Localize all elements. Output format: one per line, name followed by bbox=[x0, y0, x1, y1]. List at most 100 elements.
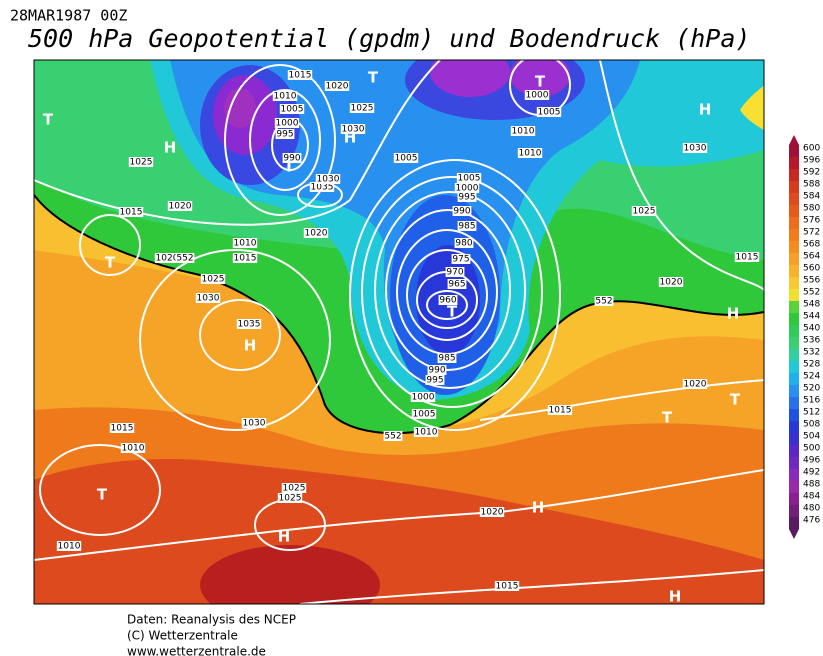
colorbar-label: 572 bbox=[803, 228, 820, 238]
label-background bbox=[236, 319, 262, 329]
isobar-label: 960 bbox=[439, 296, 456, 306]
label-background bbox=[594, 296, 614, 306]
colorbar-label: 504 bbox=[803, 432, 820, 442]
colorbar-label: 592 bbox=[803, 168, 820, 178]
isobar-label: 1005 bbox=[458, 174, 481, 184]
label-background bbox=[447, 279, 467, 289]
isobar-label: 1020 bbox=[326, 82, 349, 92]
isobar-label: 985 bbox=[438, 354, 455, 364]
colorbar-label: 512 bbox=[803, 408, 820, 418]
isobar-label: 1015 bbox=[736, 253, 759, 263]
colorbar-swatch bbox=[789, 493, 799, 505]
colorbar-label: 480 bbox=[803, 504, 820, 514]
colorbar-label: 532 bbox=[803, 348, 820, 358]
isobar-label: 975 bbox=[452, 255, 469, 265]
colorbar-swatch bbox=[789, 181, 799, 193]
label-background bbox=[277, 493, 303, 503]
isobar-label: 1030 bbox=[243, 419, 266, 429]
colorbar-label: 516 bbox=[803, 396, 820, 406]
label-background bbox=[536, 107, 562, 117]
isobar-label: 1020 bbox=[305, 229, 328, 239]
colorbar: 600 596 592 588 584 580 576 572 568 564 560 556 552 5… bbox=[789, 135, 820, 539]
label-background bbox=[517, 148, 543, 158]
label-background bbox=[454, 183, 480, 193]
pressure-center: H bbox=[699, 101, 712, 119]
colorbar-swatch bbox=[789, 481, 799, 493]
colorbar-label: 556 bbox=[803, 276, 820, 286]
colorbar-label: 580 bbox=[803, 204, 820, 214]
pressure-center: T bbox=[662, 409, 673, 427]
isobar-label: 1020 bbox=[169, 202, 192, 212]
label-background bbox=[340, 124, 366, 134]
label-background bbox=[547, 405, 573, 415]
label-background bbox=[315, 174, 341, 184]
isobar-label: 990 bbox=[428, 366, 445, 376]
isobar-label: 1005 bbox=[281, 105, 304, 115]
isobar-label: 1010 bbox=[234, 239, 257, 249]
label-background bbox=[349, 103, 375, 113]
colorbar-swatch bbox=[789, 205, 799, 217]
label-background bbox=[109, 423, 135, 433]
colorbar-label: 544 bbox=[803, 312, 820, 322]
colorbar-swatch bbox=[789, 217, 799, 229]
colorbar-label: 600 bbox=[803, 144, 820, 154]
colorbar-label: 508 bbox=[803, 420, 820, 430]
label-background bbox=[510, 126, 536, 136]
label-background bbox=[195, 293, 221, 303]
pressure-center: T bbox=[43, 111, 54, 129]
label-background bbox=[167, 201, 193, 211]
isobar-label: 1030 bbox=[684, 144, 707, 154]
colorbar-swatch bbox=[789, 241, 799, 253]
colorbar-swatch bbox=[789, 313, 799, 325]
label-background bbox=[410, 392, 436, 402]
isobar-label: 1025 bbox=[202, 275, 225, 285]
colorbar-label: 596 bbox=[803, 156, 820, 166]
colorbar-swatch bbox=[789, 265, 799, 277]
label-background bbox=[682, 143, 708, 153]
label-background bbox=[437, 353, 457, 363]
colorbar-label: 576 bbox=[803, 216, 820, 226]
label-background bbox=[303, 228, 329, 238]
label-background bbox=[413, 427, 439, 437]
label-background bbox=[425, 375, 445, 385]
label-background bbox=[282, 153, 302, 163]
footer-line: www.wetterzentrale.de bbox=[127, 645, 266, 656]
colorbar-swatch bbox=[789, 277, 799, 289]
colorbar-label: 528 bbox=[803, 360, 820, 370]
pressure-center: H bbox=[532, 499, 545, 517]
colorbar-label: 492 bbox=[803, 468, 820, 478]
label-background bbox=[452, 206, 472, 216]
pressure-center: H bbox=[669, 588, 682, 606]
pressure-center: T bbox=[368, 69, 379, 87]
isobar-label: 1010 bbox=[274, 92, 297, 102]
colorbar-label: 496 bbox=[803, 456, 820, 466]
label-background bbox=[457, 192, 477, 202]
footer-line: (C) Wetterzentrale bbox=[127, 629, 238, 643]
isobar-label: 1010 bbox=[58, 542, 81, 552]
colorbar-swatch bbox=[789, 337, 799, 349]
isobar-label: 1015 bbox=[549, 406, 572, 416]
label-background bbox=[658, 277, 684, 287]
isobar-label: 552 bbox=[176, 254, 193, 264]
label-background bbox=[734, 252, 760, 262]
isobar-label: 1030 bbox=[317, 175, 340, 185]
colorbar-swatch bbox=[789, 325, 799, 337]
pressure-center: T bbox=[105, 254, 116, 272]
pressure-center: H bbox=[278, 528, 291, 546]
label-background bbox=[479, 507, 505, 517]
colorbar-cap bbox=[789, 135, 799, 145]
label-background bbox=[457, 221, 477, 231]
isobar-label: 1020 bbox=[684, 380, 707, 390]
pressure-center: H bbox=[344, 129, 357, 147]
label-background bbox=[279, 104, 305, 114]
colorbar-label: 560 bbox=[803, 264, 820, 274]
colorbar-swatch bbox=[789, 157, 799, 169]
colorbar-swatch bbox=[789, 253, 799, 265]
isobar-label: 1000 bbox=[412, 393, 435, 403]
colorbar-swatch bbox=[789, 169, 799, 181]
isobar-label: 1025 bbox=[351, 104, 374, 114]
isobar-label: 1010 bbox=[415, 428, 438, 438]
isobar-label: 995 bbox=[458, 193, 475, 203]
